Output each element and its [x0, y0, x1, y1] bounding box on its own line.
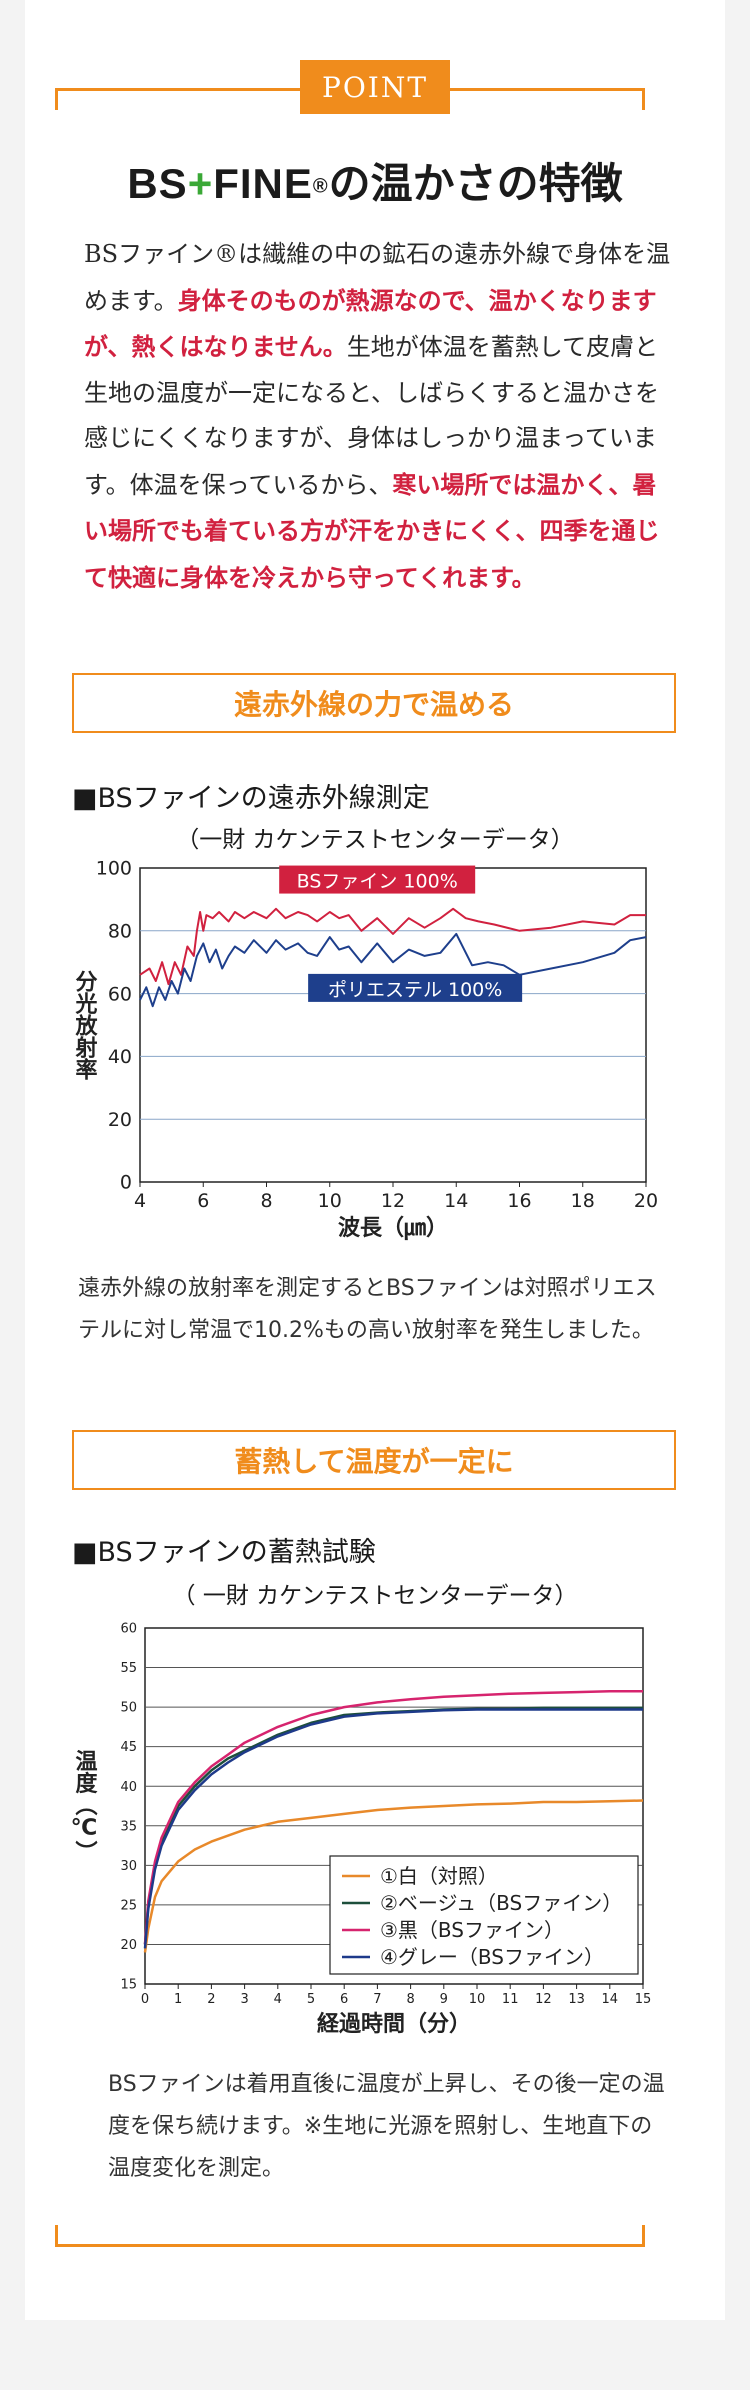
x-tick-label: 18: [571, 1190, 595, 1212]
chart-subtitle-far-infrared: （一財 カケンテストセンターデータ）: [176, 827, 574, 853]
x-tick-label: 0: [141, 1992, 149, 2007]
x-tick-label: 14: [602, 1992, 619, 2007]
y-tick-label: 40: [120, 1780, 137, 1795]
x-tick-label: 15: [635, 1992, 652, 2007]
legend-box: [329, 1855, 639, 1975]
chart-title-far-infrared: ■BSファインの遠赤外線測定: [72, 783, 430, 814]
x-tick-label: 9: [440, 1992, 448, 2007]
page-title: BS+FINE®の温かさの特徴: [0, 150, 750, 211]
series-label-box-1: [279, 865, 476, 894]
x-tick-label: 8: [406, 1992, 414, 2007]
series-line-2: [139, 932, 647, 1008]
point-badge: POINT: [300, 60, 450, 114]
chart-subtitle-heat-storage: （ 一財 カケンテストセンターデータ）: [172, 1583, 578, 1609]
y-tick-label: 15: [120, 1978, 137, 1993]
y-tick-label: 35: [120, 1819, 137, 1834]
x-tick-label: 4: [134, 1190, 146, 1212]
y-tick-label: 80: [108, 920, 132, 942]
x-tick-label: 7: [373, 1992, 381, 2007]
description-heat-storage: BSファインは着用直後に温度が上昇し、その後一定の温度を保ち続けます。※生地に光…: [108, 2072, 665, 2181]
y-axis-label: 分光放射率: [72, 970, 99, 1080]
x-tick-label: 10: [318, 1190, 342, 1212]
series-line-2: [143, 1706, 643, 1945]
series-line-1: [139, 907, 646, 986]
x-tick-label: 1: [174, 1992, 182, 2007]
x-tick-label: 16: [507, 1190, 531, 1212]
x-axis-label: 波長（㎛）: [338, 1216, 448, 1241]
series-label-2: ポリエステル 100%: [328, 979, 502, 1001]
x-tick-label: 20: [634, 1190, 658, 1212]
y-tick-label: 40: [108, 1046, 132, 1068]
description-far-infrared: 遠赤外線の放射率を測定するとBSファインは対照ポリエステルに対し常温で10.2%…: [78, 1276, 657, 1343]
y-tick-label: 50: [120, 1701, 137, 1716]
x-tick-label: 3: [240, 1992, 248, 2007]
y-tick-label: 100: [96, 858, 132, 880]
x-tick-label: 6: [197, 1190, 209, 1212]
y-tick-label: 20: [120, 1938, 137, 1953]
y-tick-label: 30: [120, 1859, 137, 1874]
chart-title-heat-storage: ■BSファインの蓄熱試験: [72, 1537, 376, 1568]
frame-bottom-border: [55, 2225, 645, 2247]
x-tick-label: 13: [568, 1992, 585, 2007]
y-tick-label: 20: [108, 1109, 132, 1131]
y-tick-label: 25: [120, 1898, 137, 1913]
legend-entry-2: ②ベージュ（BSファイン）: [380, 1891, 622, 1915]
y-tick-label: 60: [108, 983, 132, 1005]
x-tick-label: 12: [381, 1190, 405, 1212]
y-tick-label: 45: [120, 1740, 137, 1755]
bsfine-logo: BS+FINE®: [127, 160, 329, 207]
series-line-4: [143, 1708, 643, 1949]
x-tick-label: 2: [207, 1992, 215, 2007]
series-label-1: BSファイン 100%: [297, 871, 458, 893]
x-axis-label: 経過時間（分）: [317, 2011, 471, 2037]
series-line-1: [143, 1799, 644, 1953]
plot-area: [139, 867, 647, 1183]
section-heading-heat-storage: 蓄熱して温度が一定に: [72, 1430, 676, 1490]
x-tick-label: 6: [340, 1992, 348, 2007]
legend-entry-4: ④グレー（BSファイン）: [380, 1945, 604, 1969]
title-text: の温かさの特徴: [328, 159, 623, 208]
series-label-box-2: [308, 973, 523, 1002]
y-tick-label: 60: [120, 1622, 137, 1637]
y-axis-label: 温度（℃）: [71, 1750, 98, 1863]
x-tick-label: 11: [502, 1992, 519, 2007]
x-tick-label: 5: [307, 1992, 315, 2007]
legend-entry-3: ③黒（BSファイン）: [380, 1918, 564, 1942]
y-tick-label: 0: [120, 1172, 132, 1194]
x-tick-label: 12: [535, 1992, 552, 2007]
y-tick-label: 55: [120, 1661, 137, 1676]
chart-far-infrared-emissivity: 0 20 40 60 80 100 4 6 8 10 12 14 16 18 20 波長（㎛） 分光放射率 BSフ…: [72, 858, 659, 1241]
x-tick-label: 8: [260, 1190, 272, 1212]
intro-paragraph: BSファイン®は繊維の中の鉱石の遠赤外線で身体を温めます。身体そのものが熱源なの…: [84, 240, 671, 592]
series-line-3: [143, 1690, 643, 1945]
legend-entry-1: ①白（対照）: [380, 1864, 498, 1888]
section-heading-far-infrared: 遠赤外線の力で温める: [72, 673, 676, 733]
x-tick-label: 10: [469, 1992, 486, 2007]
x-tick-label: 4: [274, 1992, 282, 2007]
x-tick-label: 14: [444, 1190, 468, 1212]
